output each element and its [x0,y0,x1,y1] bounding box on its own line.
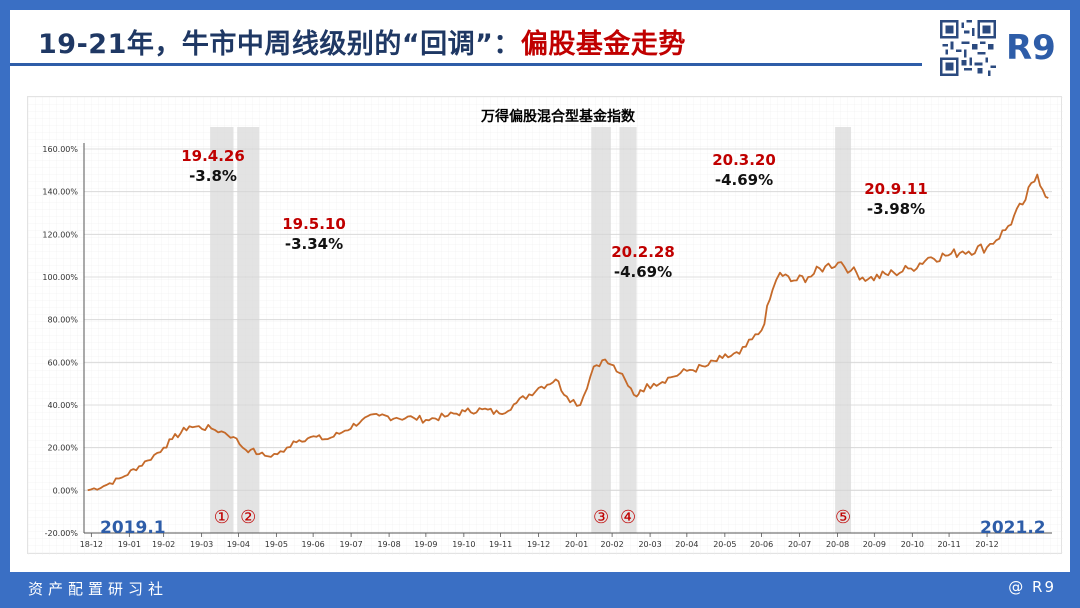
annotation-change-5: -3.98% [867,200,925,218]
end-date-label: 2021.2 [980,518,1046,538]
y-tick-label: 0.00% [53,486,79,495]
x-tick-label: 19-05 [265,540,288,549]
annotation-date-2: 19.5.10 [282,215,346,233]
x-tick-label: 19-09 [414,540,437,549]
x-tick-label: 20-08 [826,540,849,549]
x-tick-label: 20-01 [565,540,588,549]
shaded-period-1 [210,127,234,533]
circled-marker-5: ⑤ [835,507,851,528]
y-tick-label: -20.00% [45,529,79,538]
y-tick-label: 80.00% [47,316,78,325]
y-tick-label: 20.00% [47,444,78,453]
qr-code-icon [940,20,996,76]
y-tick-label: 120.00% [42,230,78,239]
x-tick-label: 19-04 [227,540,250,549]
x-tick-label: 20-03 [638,540,661,549]
chart-title: 万得偏股混合型基金指数 [480,108,636,125]
circled-marker-2: ② [240,507,256,528]
x-tick-label: 20-11 [937,540,960,549]
x-tick-label: 19-11 [489,540,512,549]
annotation-change-1: -3.8% [189,167,237,185]
x-tick-label: 19-10 [452,540,475,549]
annotation-date-3: 20.2.28 [611,243,675,261]
title-main: 19-21年，牛市中周线级别的“回调”： [38,29,521,60]
title-underline [10,63,922,66]
x-tick-label: 18-12 [80,540,103,549]
x-tick-label: 20-04 [675,540,698,549]
x-tick-label: 19-06 [302,540,325,549]
line-chart: -20.00% 0.00% 20.00% 40.00% 60.00% 80.00% 100.… [28,97,1063,555]
x-tick-label: 20-06 [750,540,773,549]
y-tick-label: 60.00% [47,358,78,367]
x-tick-label: 20-09 [863,540,886,549]
footer-brand-text: 资产配置研习社 [28,580,169,598]
y-tick-label: 40.00% [47,401,78,410]
annotation-date-5: 20.9.11 [864,180,928,198]
x-tick-label: 20-05 [713,540,736,549]
page-title: 19-21年，牛市中周线级别的“回调”：偏股基金走势 [38,22,686,61]
annotation-change-4: -4.69% [715,171,773,189]
x-tick-label: 20-02 [600,540,623,549]
slide: 19-21年，牛市中周线级别的“回调”：偏股基金走势 R9 [10,10,1070,572]
series-line [87,173,1049,492]
x-tick-label: 19-02 [152,540,175,549]
shaded-period-4 [619,127,637,533]
shaded-period-2 [237,127,260,533]
title-highlight: 偏股基金走势 [520,29,686,60]
x-tick-label: 20-12 [975,540,998,549]
shaded-period-5 [835,127,852,533]
x-tick-label: 19-03 [190,540,213,549]
x-tick-label: 19-01 [118,540,141,549]
y-tick-label: 160.00% [42,145,78,154]
x-tick-label: 19-12 [527,540,550,549]
chart-panel: -20.00% 0.00% 20.00% 40.00% 60.00% 80.00% 100.… [27,96,1063,555]
x-tick-label: 20-07 [788,540,811,549]
annotation-change-2: -3.34% [285,235,343,253]
annotation-date-4: 20.3.20 [712,151,776,169]
y-tick-label: 100.00% [42,273,78,282]
brand-logo: R9 [1006,28,1056,68]
circled-marker-1: ① [214,507,230,528]
circled-marker-3: ③ [593,507,609,528]
y-tick-label: 140.00% [42,188,78,197]
shaded-period-3 [591,127,611,533]
chart-background-grid [28,97,1063,555]
x-tick-label: 20-10 [901,540,924,549]
circled-marker-4: ④ [620,507,636,528]
annotation-date-1: 19.4.26 [181,147,245,165]
start-date-label: 2019.1 [100,518,166,538]
footer-author-text: @ R9 [1008,578,1056,596]
annotation-change-3: -4.69% [614,263,672,281]
x-tick-label: 19-08 [377,540,400,549]
x-tick-label: 19-07 [339,540,362,549]
